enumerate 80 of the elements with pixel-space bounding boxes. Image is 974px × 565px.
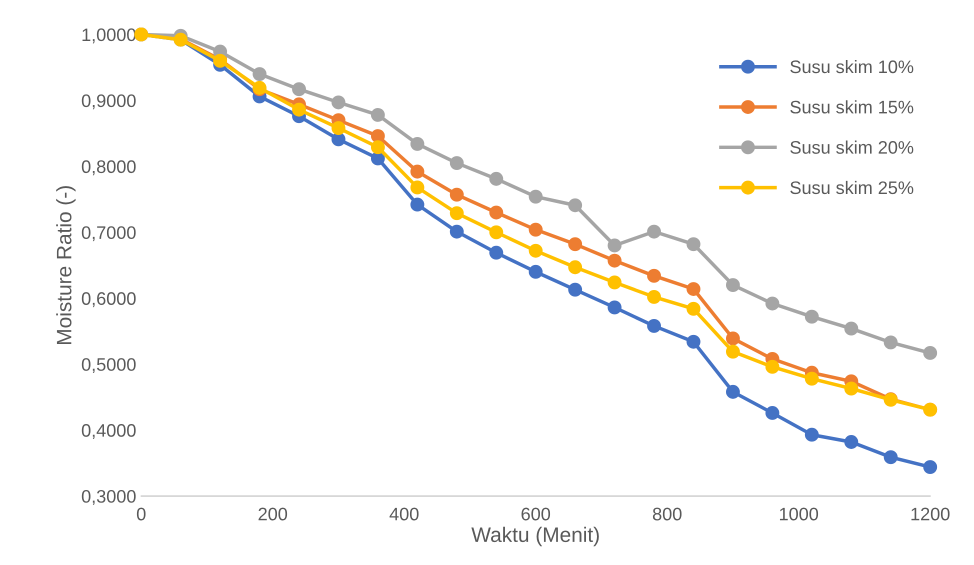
point [450, 188, 464, 202]
point [528, 190, 543, 204]
point [804, 310, 819, 324]
point [844, 322, 858, 336]
y-tick-label: 0,9000 [82, 94, 136, 110]
legend-label: Susu skim 15% [790, 100, 914, 114]
point [726, 384, 740, 399]
x-tick-label: 400 [390, 508, 419, 520]
point [568, 237, 582, 252]
y-tick-label: 0,7000 [82, 226, 136, 242]
point [332, 95, 346, 110]
y-tick-label: 0,3000 [82, 490, 136, 505]
point [608, 300, 622, 314]
y-tick-label: 0,5000 [82, 358, 136, 374]
point [489, 225, 504, 240]
point [528, 264, 543, 279]
x-tick-label: 0 [136, 508, 146, 520]
legend-label: Susu skim 25% [790, 180, 914, 194]
point [804, 428, 819, 442]
point [726, 332, 740, 346]
point [647, 268, 661, 283]
point [686, 302, 700, 316]
point [410, 198, 424, 212]
point [568, 282, 582, 297]
point [647, 290, 661, 304]
point [726, 344, 740, 359]
point [370, 129, 385, 143]
point [370, 140, 385, 154]
point [528, 222, 543, 237]
point [765, 296, 780, 310]
point [686, 334, 700, 349]
point [804, 372, 819, 386]
point [923, 460, 938, 474]
point [370, 151, 385, 166]
point [292, 82, 306, 96]
point [568, 260, 582, 274]
y-tick-label: 0,4000 [82, 424, 136, 439]
x-tick-label: 1200 [911, 508, 950, 520]
point [686, 237, 700, 252]
x-tick-label: 200 [258, 508, 288, 520]
point [332, 121, 346, 136]
point [844, 435, 858, 449]
point [844, 382, 858, 396]
x-tick-label: 800 [652, 508, 682, 520]
y-tick-label: 0,6000 [82, 292, 136, 308]
point [292, 102, 306, 117]
point [608, 238, 622, 252]
x-tick-label: 600 [522, 508, 550, 520]
y-tick-label: 1,0000 [82, 28, 136, 44]
point [686, 282, 700, 296]
point [884, 335, 898, 350]
point [450, 156, 464, 170]
point [923, 346, 938, 360]
point [489, 246, 504, 260]
point [528, 244, 543, 258]
point [410, 164, 424, 179]
point [489, 206, 504, 220]
point [332, 132, 346, 146]
point [726, 278, 740, 292]
point [884, 450, 898, 464]
legend-label: Susu skim 20% [790, 140, 914, 154]
point [489, 172, 504, 186]
point [765, 360, 780, 374]
point [370, 108, 385, 122]
y-tick-label: 0,8000 [82, 160, 136, 176]
point [410, 180, 424, 194]
point [608, 254, 622, 268]
point [765, 406, 780, 420]
point [608, 275, 622, 290]
point [568, 198, 582, 212]
point [450, 224, 464, 239]
point [252, 67, 267, 81]
y-axis-title: Moisture Ratio (-) [56, 186, 76, 344]
x-tick-label: 1000 [780, 508, 818, 520]
point [450, 206, 464, 220]
point [410, 136, 424, 151]
point [647, 318, 661, 333]
legend-label: Susu skim 10% [790, 60, 914, 74]
x-axis-title: Waktu (Menit) [471, 526, 599, 546]
point [647, 224, 661, 239]
